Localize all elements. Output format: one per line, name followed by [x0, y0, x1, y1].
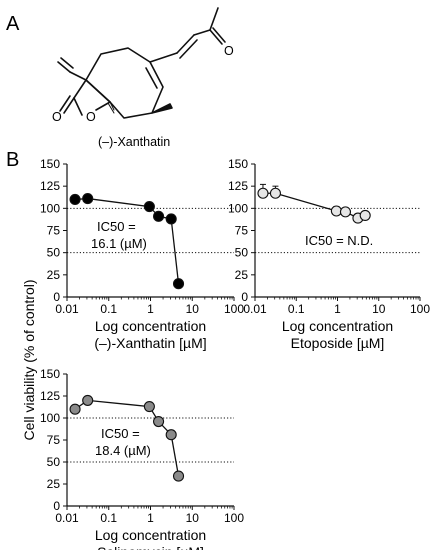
ic50-value: 16.1 (µM) — [91, 236, 147, 251]
x-tick-label: 0.01 — [55, 511, 79, 525]
y-tick-label: 0 — [53, 290, 60, 304]
x-axis-label: Log concentration — [95, 318, 206, 334]
ic50-label: IC50 = N.D. — [305, 233, 373, 248]
x-tick-label: 100 — [224, 511, 244, 525]
x-tick-label: 100 — [224, 302, 244, 316]
y-tick-label: 75 — [47, 433, 61, 447]
x-tick-label: 0.01 — [243, 302, 267, 316]
chart-xanthatin: 0 25 50 75 100 125 150 0.01 0.1 1 10 100 Log concent… — [40, 157, 244, 351]
y-tick-label: 50 — [47, 246, 61, 260]
x-axis-label: Log concentration — [95, 527, 206, 543]
data-point — [330, 205, 342, 217]
y-tick-label: 25 — [235, 268, 249, 282]
x-tick-label: 0.01 — [55, 302, 79, 316]
x-axis-compound-label: Etoposide [µM] — [291, 335, 385, 351]
data-point — [69, 193, 81, 206]
x-tick-label: 10 — [186, 302, 200, 316]
data-point — [153, 415, 165, 428]
y-tick-label: 25 — [47, 477, 61, 491]
data-point — [165, 429, 177, 441]
ic50-value: 18.4 (µM) — [95, 443, 151, 458]
data-point — [339, 206, 352, 218]
x-tick-label: 0.1 — [100, 302, 117, 316]
y-tick-label: 150 — [40, 157, 60, 171]
x-tick-label: 0.1 — [288, 302, 305, 316]
y-tick-label: 100 — [228, 201, 248, 215]
x-tick-label: 10 — [186, 511, 200, 525]
ic50-label: IC50 = — [101, 426, 140, 441]
data-point — [143, 401, 155, 413]
y-tick-label: 0 — [53, 499, 60, 513]
ring-oxygen: O — [86, 110, 96, 124]
ketone-oxygen: O — [224, 44, 234, 58]
x-tick-label: 1 — [147, 511, 154, 525]
y-tick-label: 100 — [40, 411, 60, 425]
data-point — [82, 394, 94, 406]
y-tick-label: 25 — [47, 268, 61, 282]
x-axis-compound-label: (–)-Xanthatin [µM] — [94, 335, 206, 351]
ic50-label: IC50 = — [97, 219, 136, 234]
chart-etoposide: 0 25 50 75 100 125 150 0.01 0.1 1 10 100 Log concent… — [228, 157, 430, 351]
y-axis-label: Cell viability (% of control) — [21, 279, 37, 440]
y-tick-label: 75 — [235, 224, 249, 238]
x-tick-label: 10 — [372, 302, 386, 316]
data-point — [82, 193, 94, 205]
panel-label-a: A — [6, 13, 20, 35]
data-point — [257, 187, 269, 199]
molecule-name: (–)-Xanthatin — [98, 135, 170, 149]
data-point — [153, 210, 165, 222]
panel-label-b: B — [6, 149, 19, 171]
data-point — [143, 201, 155, 213]
chart-salinomycin: 0 25 50 75 100 125 150 0.01 0.1 1 10 100 Log concent… — [40, 367, 244, 550]
xanthatin-structure — [57, 7, 226, 119]
carbonyl-oxygen: O — [52, 110, 62, 124]
data-point — [69, 403, 81, 415]
data-point — [172, 470, 185, 482]
y-tick-label: 125 — [40, 179, 60, 193]
y-tick-label: 50 — [235, 246, 249, 260]
y-tick-label: 150 — [228, 157, 248, 171]
data-point — [269, 187, 281, 199]
y-tick-label: 125 — [228, 179, 248, 193]
y-tick-label: 100 — [40, 201, 60, 215]
x-tick-label: 0.1 — [100, 511, 117, 525]
y-tick-label: 50 — [47, 455, 61, 469]
x-tick-label: 1 — [147, 302, 154, 316]
y-tick-label: 150 — [40, 367, 60, 381]
data-point — [359, 209, 371, 221]
y-tick-label: 75 — [47, 224, 61, 238]
x-tick-label: 100 — [410, 302, 430, 316]
y-tick-label: 125 — [40, 389, 60, 403]
x-axis-label: Log concentration — [282, 318, 393, 334]
y-tick-label: 0 — [241, 290, 248, 304]
data-point — [172, 278, 185, 290]
x-tick-label: 1 — [334, 302, 341, 316]
x-axis-compound-label: Salinomycin [µM] — [97, 544, 204, 550]
data-point — [165, 213, 177, 225]
